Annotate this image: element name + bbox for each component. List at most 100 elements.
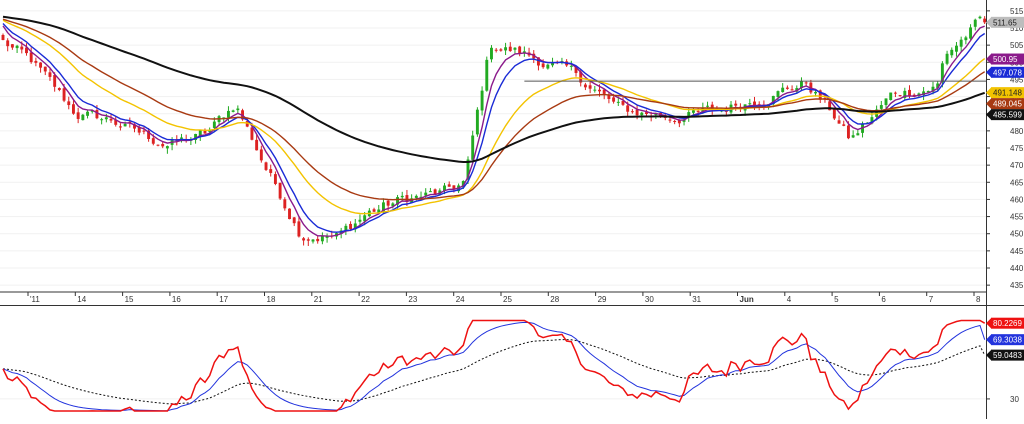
- candle-body: [198, 130, 202, 136]
- candle-body: [706, 105, 709, 107]
- price-tag-pointer: [986, 109, 991, 120]
- candle: [283, 197, 287, 211]
- candle: [372, 207, 376, 213]
- candle-body: [691, 110, 695, 113]
- candle-body: [879, 105, 883, 109]
- candle: [10, 44, 14, 50]
- candle: [269, 164, 273, 177]
- candle-body: [936, 83, 940, 88]
- candle-body: [950, 49, 954, 56]
- candle-body: [818, 90, 822, 100]
- candle: [795, 85, 799, 94]
- candle: [790, 85, 794, 91]
- time-tick-label: 15: [125, 295, 134, 304]
- candle-body: [771, 95, 775, 105]
- candle: [109, 114, 113, 123]
- time-tick-label: 18: [267, 295, 276, 304]
- candle: [396, 194, 399, 209]
- oscillator-line: [2, 319, 986, 412]
- candle-body: [804, 82, 808, 84]
- candle: [837, 115, 841, 124]
- candle: [278, 182, 282, 201]
- candle-body: [6, 40, 10, 47]
- candle: [29, 47, 33, 64]
- candle: [832, 108, 836, 120]
- candle-body: [53, 75, 57, 87]
- candle-body: [536, 57, 540, 66]
- candle-body: [109, 118, 113, 121]
- candle-body: [499, 49, 503, 51]
- candle: [513, 47, 517, 54]
- candle-body: [20, 46, 24, 50]
- candle-body: [490, 47, 493, 60]
- candle: [884, 98, 888, 108]
- candle-body: [654, 113, 658, 115]
- candle-body: [978, 16, 982, 19]
- candle-body: [889, 92, 893, 101]
- candle: [504, 42, 508, 56]
- candle-body: [231, 110, 235, 112]
- oscillator-tag: 59.0483: [986, 349, 1024, 361]
- candle-body: [513, 47, 517, 50]
- candle-body: [325, 236, 329, 238]
- candle-body: [377, 209, 381, 214]
- time-tick-label: '11: [30, 295, 40, 304]
- moving-average-line: [2, 19, 986, 215]
- oscillator-axis: 30: [986, 305, 1019, 419]
- candle-body: [165, 146, 169, 149]
- candle-body: [677, 119, 681, 124]
- candle-body: [846, 125, 850, 139]
- candle-body: [598, 89, 601, 92]
- candle-body: [194, 133, 198, 140]
- candle-body: [893, 92, 897, 94]
- candle-body: [790, 89, 794, 91]
- time-tick-label: 5: [834, 295, 839, 304]
- candle: [25, 43, 28, 56]
- candle: [137, 124, 141, 136]
- time-tick-label: 21: [314, 295, 323, 304]
- price-tick-label: 440: [1010, 264, 1024, 273]
- candle-body: [405, 195, 409, 202]
- candle-body: [748, 103, 752, 105]
- candle: [100, 117, 104, 125]
- candle-body: [828, 101, 832, 111]
- price-tag-pointer: [986, 54, 991, 65]
- candle-body: [222, 117, 226, 119]
- candle-body: [776, 91, 780, 98]
- candle: [156, 144, 160, 147]
- time-tick-label: 6: [881, 295, 886, 304]
- candle-body: [400, 195, 404, 198]
- candle: [508, 42, 512, 52]
- price-tag-text: 491.148: [993, 89, 1022, 98]
- price-tick-label: 435: [1010, 281, 1024, 290]
- price-moving-averages: [2, 15, 986, 237]
- price-tag: 500.95: [986, 53, 1024, 65]
- oscillator-tag: 69.3038: [986, 334, 1024, 346]
- candle-body: [161, 143, 165, 147]
- candle-body: [245, 121, 249, 127]
- candle-body: [616, 101, 620, 103]
- price-tag-text: 489.045: [993, 100, 1022, 109]
- candle-body: [255, 139, 259, 151]
- price-tick-label: 475: [1010, 144, 1024, 153]
- candle: [81, 113, 85, 121]
- candle-body: [118, 126, 122, 128]
- oscillator-tag: 80.2269: [986, 317, 1024, 329]
- candle: [114, 116, 118, 127]
- candle-body: [964, 37, 968, 41]
- candle-body: [645, 112, 648, 114]
- candle-body: [612, 97, 616, 102]
- price-tag-box: [991, 109, 1024, 121]
- candle-body: [955, 45, 958, 52]
- time-tick-label: Jun: [740, 295, 754, 304]
- candle-body: [494, 49, 498, 51]
- candle: [67, 96, 71, 110]
- price-tag-pointer: [986, 67, 991, 78]
- candle: [856, 129, 860, 136]
- candle: [471, 130, 475, 161]
- candle-body: [574, 66, 578, 73]
- candle: [593, 85, 597, 93]
- candle-body: [781, 87, 785, 93]
- time-tick-label: 23: [408, 295, 417, 304]
